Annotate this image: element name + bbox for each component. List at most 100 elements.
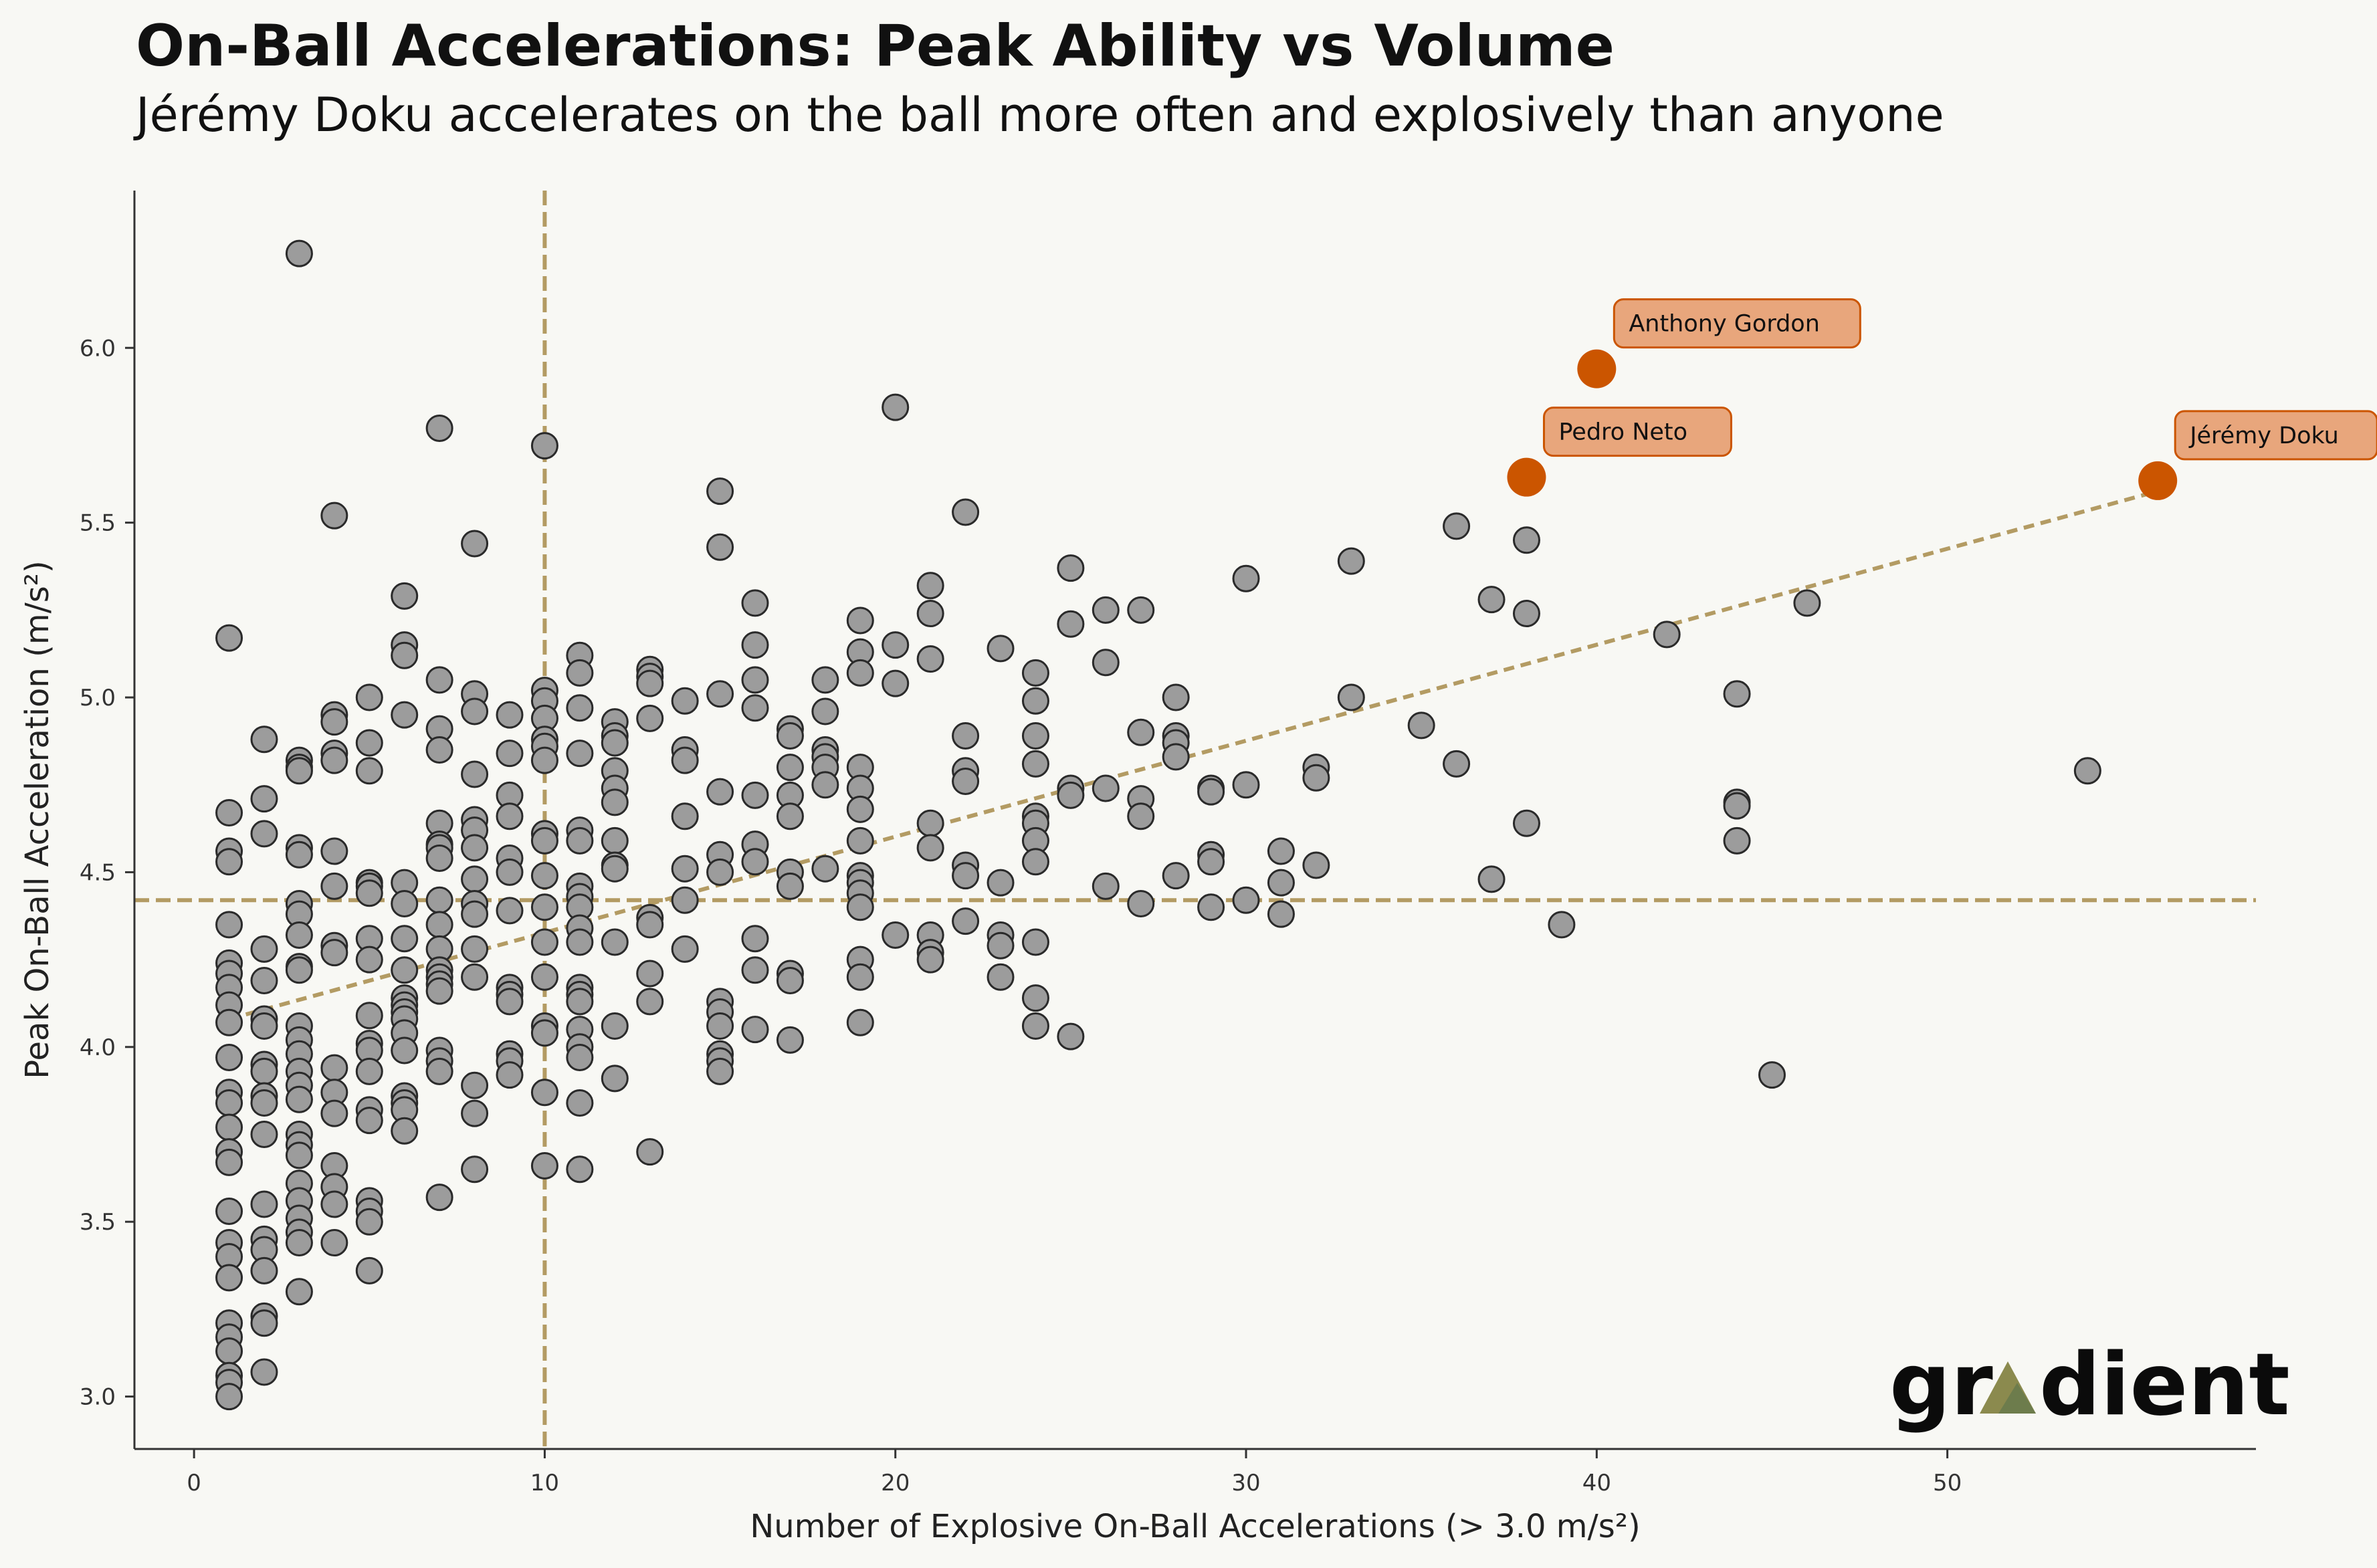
scatter-point [496,701,524,729]
scatter-point [496,1061,524,1089]
scatter-point [215,624,243,652]
scatter-point [285,1085,313,1113]
scatter-point [601,729,629,757]
scatter-point [636,1138,664,1166]
scatter-point [496,858,524,886]
scatter-point [882,631,910,659]
scatter-point [320,1099,348,1127]
scatter-point [636,669,664,697]
scatter-point [952,722,980,750]
scatter-point [320,501,348,530]
scatter-point [1021,848,1049,876]
scatter-point [952,862,980,890]
scatter-point [706,680,734,708]
scatter-point [215,799,243,827]
scatter-point [987,869,1015,897]
x-tick-label: 40 [1582,1470,1611,1496]
x-ticks: 0 10 20 30 40 50 [187,1449,1962,1496]
scatter-point [566,740,594,768]
scatter-point [250,1121,278,1148]
scatter-point [215,1008,243,1036]
scatter-point [215,848,243,876]
scatter-point [285,1229,313,1257]
scatter-point [1337,547,1365,575]
scatter-point [636,704,664,732]
scatter-point [530,862,558,890]
annotation-box [1542,407,1732,457]
scatter-point [846,606,874,635]
scatter-point [952,498,980,526]
scatter-point [1302,851,1330,879]
scatter-point [425,666,453,694]
scatter-point [741,925,769,953]
scatter-point [1723,792,1751,820]
scatter-point [706,533,734,561]
annotation-box [2174,410,2377,461]
scatter-point [1723,680,1751,708]
scatter-point [1443,512,1471,540]
scatter-point [391,1036,419,1065]
scatter-point [987,931,1015,960]
scatter-point [846,826,874,855]
scatter-point [636,988,664,1016]
scatter-point [1477,865,1506,893]
y-axis-label: Peak On-Ball Acceleration (m/s²) [19,560,56,1079]
x-tick-label: 0 [187,1470,201,1496]
scatter-point [916,645,944,673]
scatter-point [1267,837,1295,865]
scatter-point [285,1141,313,1169]
scatter-point [250,1256,278,1284]
scatter-point [882,921,910,949]
scatter-point [320,1190,348,1218]
scatter-point [355,945,383,974]
scatter-point [1021,750,1049,778]
scatter-point [776,802,804,830]
scatter-point [1512,600,1540,628]
scatter-point [215,1198,243,1226]
annotation-label: Pedro Neto [1558,419,1687,446]
scatter-point [671,935,699,963]
scatter-point [811,697,839,725]
scatter-point [1021,984,1049,1012]
scatter-point [355,1208,383,1236]
scatter-point [846,1008,874,1036]
scatter-point [566,988,594,1016]
scatter-point [706,1012,734,1040]
scatter-point [320,708,348,736]
scatter-point [1407,711,1435,740]
scatter-point [1162,683,1190,711]
scatter-point [320,1229,348,1257]
scatter-point [1021,1012,1049,1040]
scatter-point [461,1071,489,1099]
scatter-point [741,848,769,876]
scatter-point [776,722,804,750]
scatter-point [776,966,804,994]
scatter-point [1512,526,1540,554]
scatter-point [250,966,278,994]
scatter-point [601,855,629,883]
scatter-point [215,1089,243,1117]
scatter-point [425,977,453,1005]
scatter-point [1337,683,1365,711]
scatter-point [916,945,944,974]
scatter-point [916,600,944,628]
logo-text-gr: gr [1889,1335,1993,1435]
scatter-point [1548,911,1576,939]
scatter-point [285,1278,313,1306]
scatter-point [355,1002,383,1030]
scatter-point [882,669,910,697]
scatter-point [215,1264,243,1292]
scatter-point [461,1155,489,1184]
scatter-point [1162,862,1190,890]
scatter-point [496,740,524,768]
chart-title: On-Ball Accelerations: Peak Ability vs V… [136,13,1615,80]
scatter-point [601,1065,629,1093]
scatter-point [1162,743,1190,771]
scatter-point [776,754,804,782]
scatter-point [566,1089,594,1117]
scatter-point [530,963,558,991]
scatter-point [1092,774,1120,802]
scatter-point [1793,589,1821,617]
scatter-point [285,757,313,785]
